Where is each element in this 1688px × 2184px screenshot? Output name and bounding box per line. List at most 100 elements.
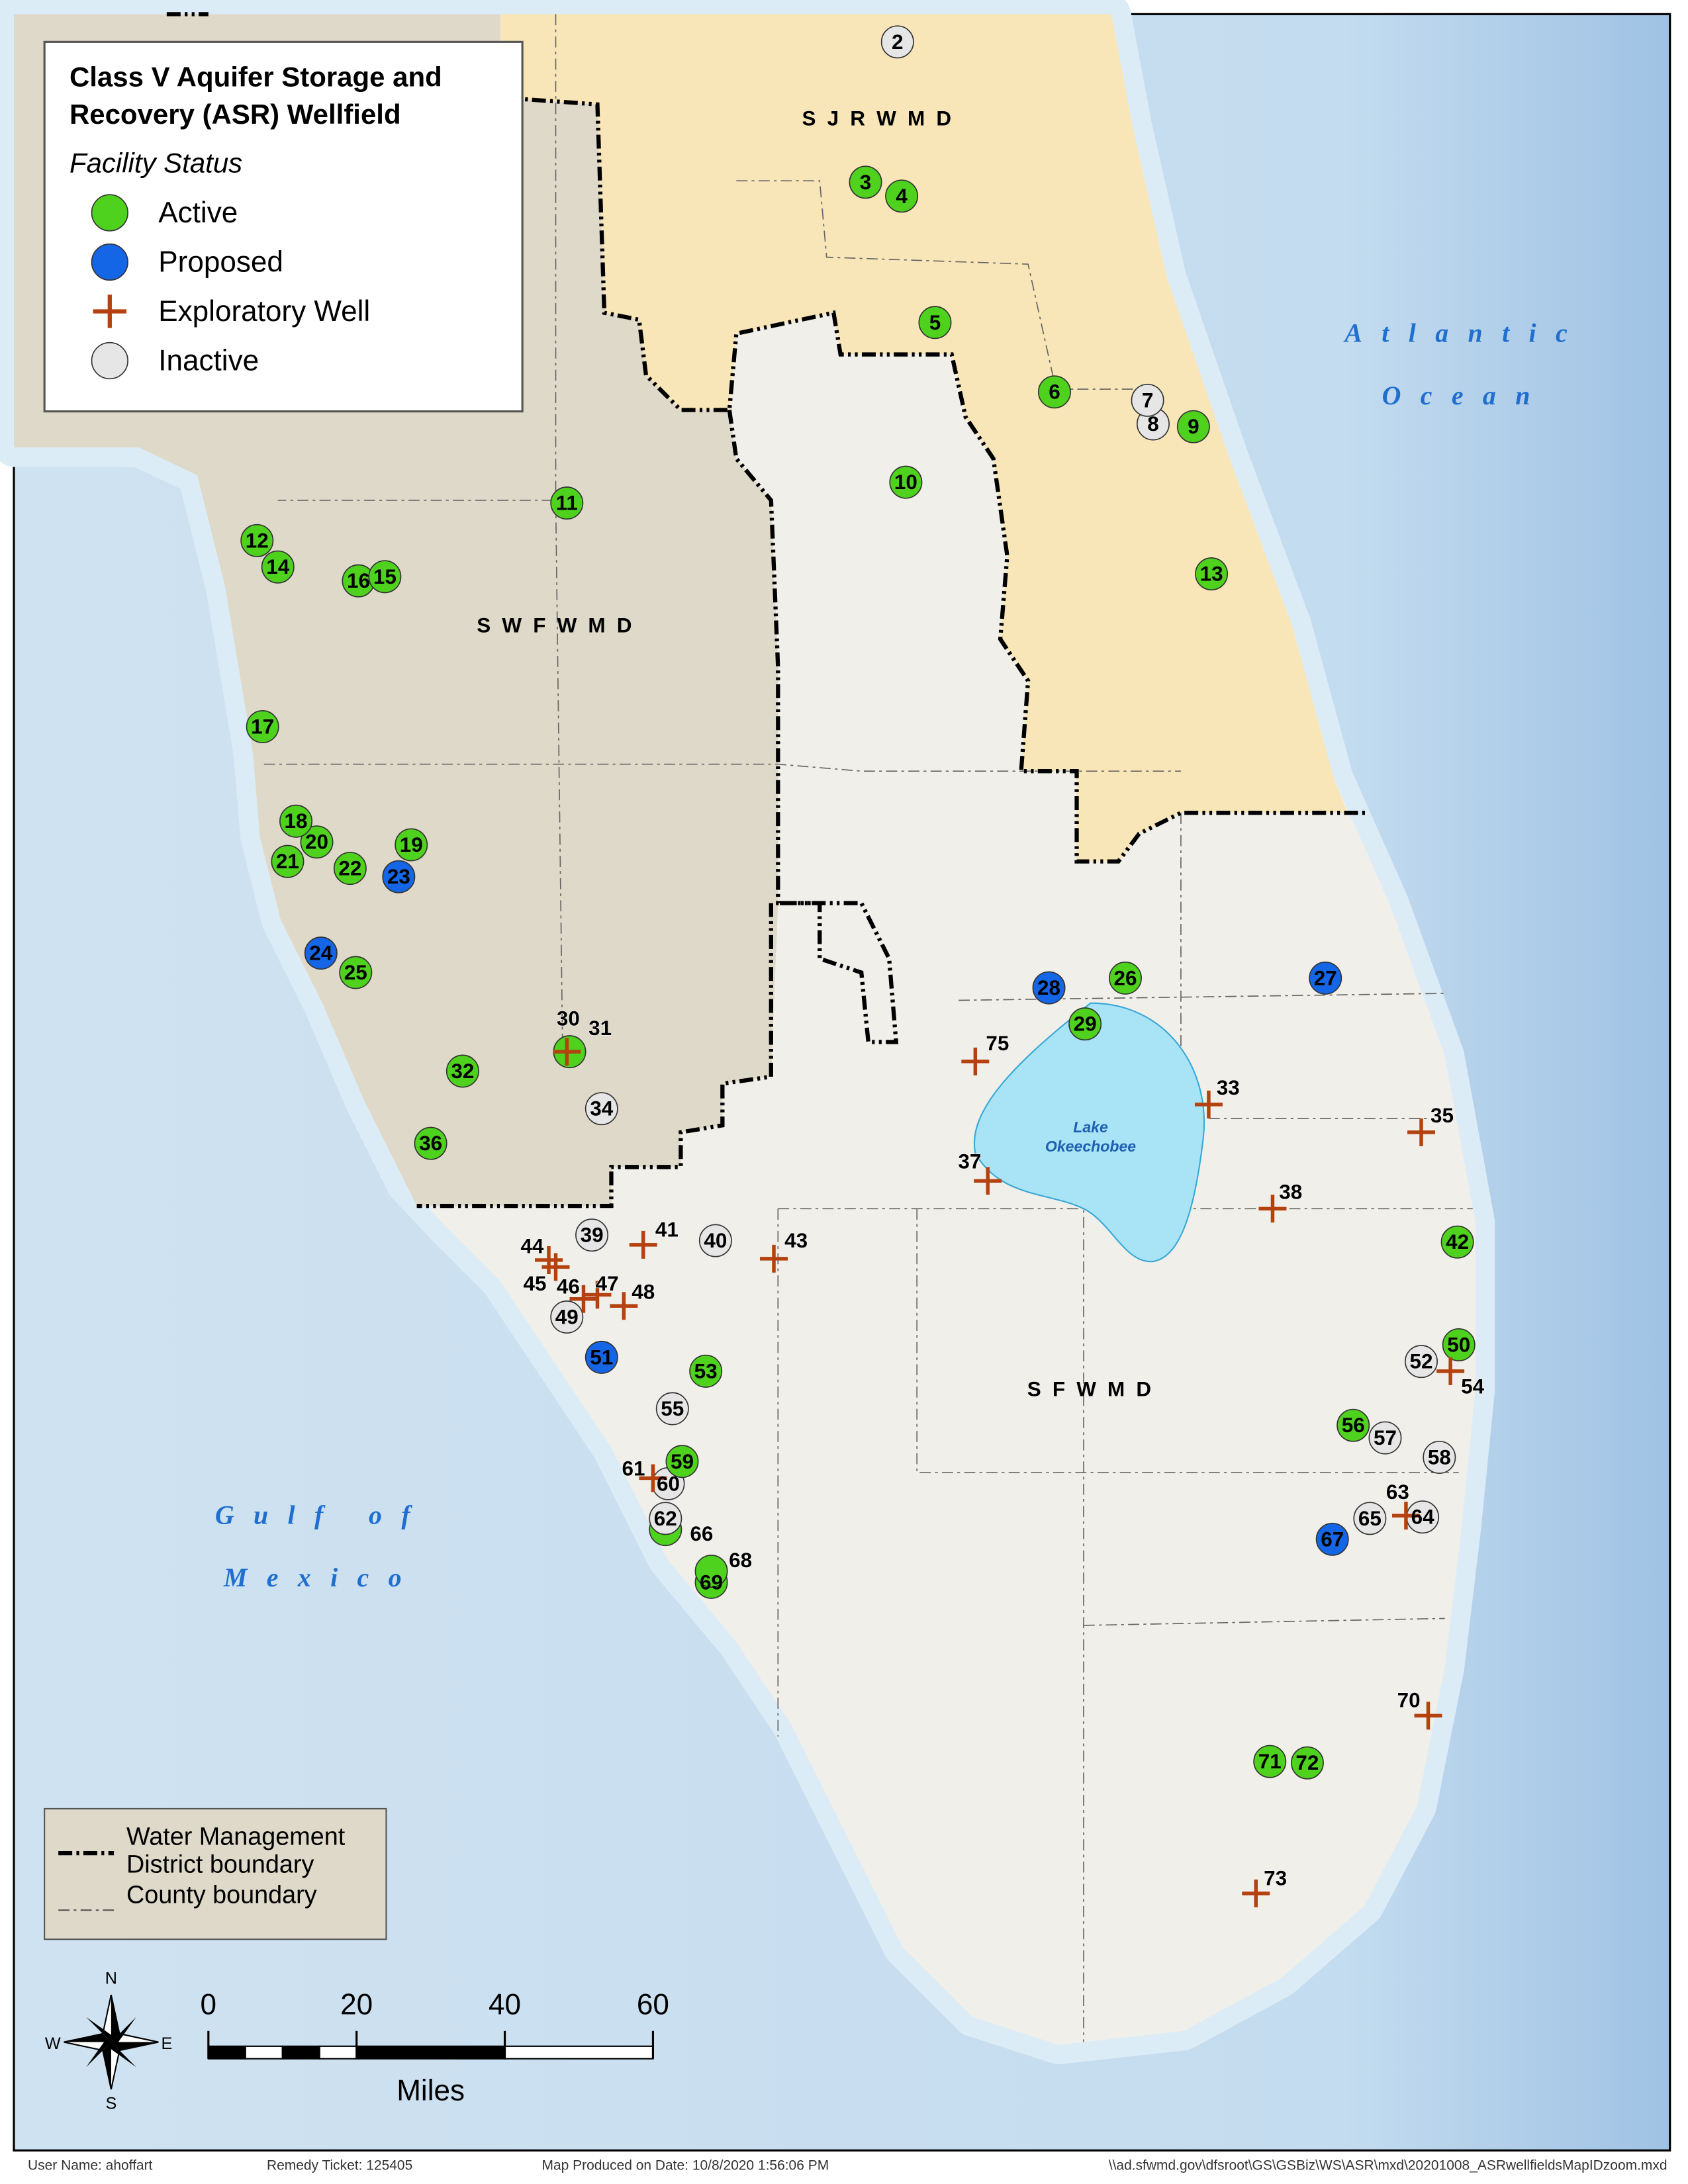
well-label: 24 xyxy=(309,942,333,965)
well-marker xyxy=(445,1054,479,1088)
well-marker xyxy=(1068,1007,1102,1041)
well-label: 41 xyxy=(655,1218,679,1241)
well-label: 43 xyxy=(784,1229,808,1252)
water-label: Mexico xyxy=(223,1563,421,1592)
well-label: 55 xyxy=(661,1397,684,1420)
footer-text: Remedy Ticket: 125405 xyxy=(267,2158,412,2173)
well-label: 63 xyxy=(1386,1480,1409,1504)
land xyxy=(0,0,1495,2065)
legend-marker xyxy=(93,295,126,328)
well-label: 73 xyxy=(1264,1866,1287,1889)
scale-segment xyxy=(207,2045,246,2060)
well-marker xyxy=(918,306,952,340)
exploratory-well-marker xyxy=(553,1038,581,1066)
well-label: 57 xyxy=(1374,1426,1397,1449)
footer-text: Map Produced on Date: 10/8/2020 1:56:06 … xyxy=(542,2158,829,2173)
well-marker xyxy=(885,179,919,213)
well-label: 27 xyxy=(1314,966,1337,989)
legend-title: Recovery (ASR) Wellfield xyxy=(70,99,401,130)
boundary-legend-item: District boundary xyxy=(126,1851,314,1879)
well-marker xyxy=(1290,1746,1324,1780)
well-label: 60 xyxy=(657,1472,680,1495)
well-marker xyxy=(694,1555,728,1588)
legend-item: Exploratory Well xyxy=(158,295,370,328)
well-marker xyxy=(240,523,274,557)
well-label: 22 xyxy=(338,857,361,880)
well-marker xyxy=(849,165,882,199)
well-label: 13 xyxy=(1200,563,1223,586)
well-marker xyxy=(1368,1421,1402,1455)
well-label: 68 xyxy=(729,1549,752,1572)
well-label: 7 xyxy=(1142,388,1154,412)
well-label: 4 xyxy=(896,185,908,208)
well-label: 12 xyxy=(246,529,269,552)
well-label: 71 xyxy=(1258,1750,1282,1773)
well-marker xyxy=(1309,961,1342,995)
well-marker xyxy=(1336,1408,1370,1442)
boundary-legend-box xyxy=(44,1807,387,1940)
well-marker xyxy=(1315,1522,1349,1556)
well-label: 35 xyxy=(1430,1104,1454,1127)
well-marker xyxy=(395,828,428,862)
well-marker xyxy=(655,1392,689,1426)
well-marker xyxy=(585,1340,618,1374)
well-label: 40 xyxy=(704,1229,727,1252)
well-label: 11 xyxy=(556,492,578,515)
legend-subtitle: Facility Status xyxy=(70,148,242,179)
well-label: 52 xyxy=(1410,1350,1433,1373)
well-label: 50 xyxy=(1447,1333,1470,1356)
well-label: 14 xyxy=(266,555,290,578)
well-label: 25 xyxy=(344,961,367,984)
well-label: 5 xyxy=(929,311,941,334)
well-label: 15 xyxy=(373,565,397,588)
well-marker xyxy=(550,1300,584,1334)
well-marker xyxy=(665,1445,699,1479)
exploratory-well-marker xyxy=(961,1047,990,1075)
lake-label: Okeechobee xyxy=(1045,1138,1136,1155)
well-label: 30 xyxy=(557,1007,580,1030)
well-label: 33 xyxy=(1217,1076,1240,1099)
well-marker xyxy=(382,860,416,893)
legend-marker xyxy=(91,341,128,380)
compass-letter: E xyxy=(161,2034,172,2053)
well-label: 51 xyxy=(590,1345,613,1369)
well-label: 64 xyxy=(1411,1506,1435,1529)
well-marker xyxy=(1195,557,1229,591)
well-label: 17 xyxy=(251,715,274,739)
well-label: 44 xyxy=(520,1234,544,1257)
well-marker xyxy=(689,1354,723,1388)
well-label: 10 xyxy=(894,471,917,494)
well-label: 70 xyxy=(1397,1689,1421,1712)
well-label: 62 xyxy=(654,1507,677,1530)
well-label: 16 xyxy=(347,569,370,592)
well-label: 56 xyxy=(1342,1414,1365,1437)
well-marker xyxy=(300,825,334,859)
footer-text: User Name: ahoffart xyxy=(28,2158,153,2173)
well-marker xyxy=(1253,1745,1287,1778)
water-label: Atlantic xyxy=(1342,318,1587,348)
well-marker xyxy=(333,852,367,886)
scale-segment xyxy=(318,2045,357,2060)
exploratory-well-marker xyxy=(541,1253,570,1281)
exploratory-well-marker xyxy=(760,1244,788,1273)
well-marker xyxy=(889,465,923,499)
well-marker xyxy=(1440,1225,1474,1259)
well-marker xyxy=(1423,1441,1456,1474)
well-label: 32 xyxy=(451,1060,474,1083)
well-label: 38 xyxy=(1279,1181,1302,1204)
legend-item: Proposed xyxy=(158,246,283,279)
exploratory-well-marker xyxy=(1436,1357,1465,1385)
footer-text: \\ad.sfwmd.gov\dfsroot\GS\GSBiz\WS\ASR\m… xyxy=(1109,2158,1667,2173)
well-label: 67 xyxy=(1321,1527,1344,1551)
well-label: 28 xyxy=(1037,976,1060,999)
boundary-legend-item: Water Management xyxy=(126,1823,346,1851)
scale-segment xyxy=(504,2045,654,2060)
water-label: Ocean xyxy=(1382,381,1550,410)
well-label: 72 xyxy=(1295,1751,1319,1774)
exploratory-well-marker xyxy=(629,1230,657,1259)
well-marker xyxy=(550,486,584,520)
well-marker xyxy=(261,550,295,584)
map-layer: S J R W M D S W F W M D S F W M D Atlantic O… xyxy=(215,25,1587,1907)
exploratory-well-marker xyxy=(1391,1502,1420,1530)
well-marker xyxy=(1405,1345,1438,1379)
